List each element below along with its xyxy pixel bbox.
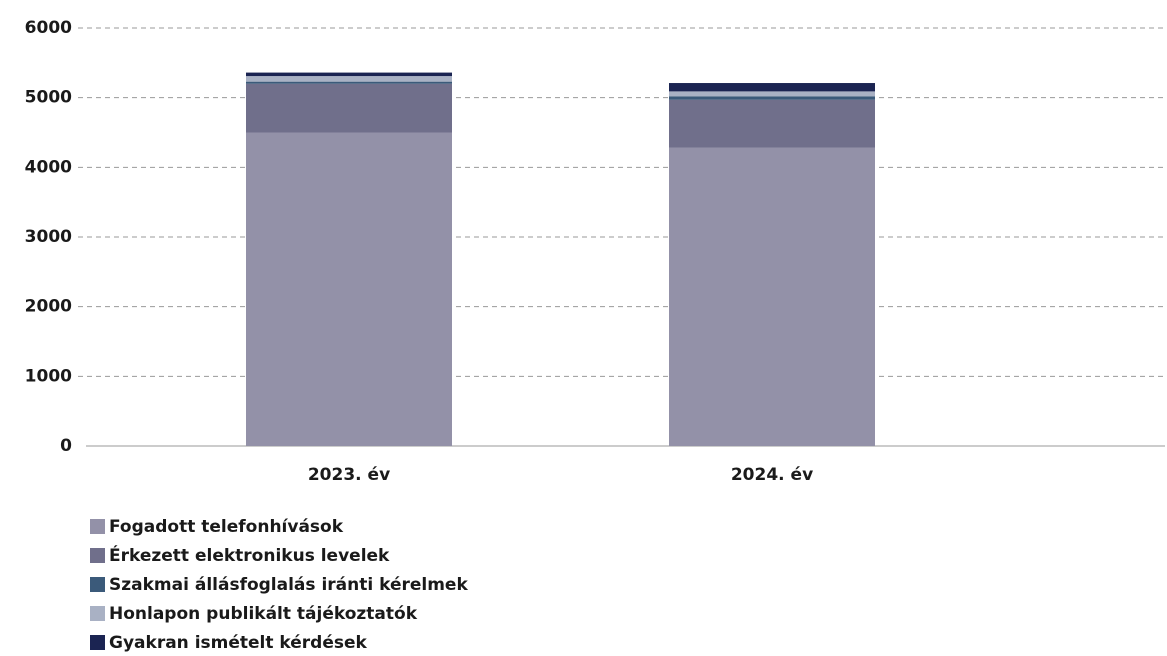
y-tick-label: 0 (60, 436, 72, 456)
legend-label: Fogadott telefonhívások (109, 517, 344, 537)
legend-swatch (90, 577, 105, 592)
bar-segment (669, 99, 875, 148)
legend-swatch (90, 606, 105, 621)
bar-segment (246, 83, 452, 133)
legend-swatch (90, 519, 105, 534)
legend-label: Érkezett elektronikus levelek (109, 544, 390, 566)
bar-segment (246, 132, 452, 446)
legend-label: Gyakran ismételt kérdések (109, 633, 368, 652)
y-tick-label: 4000 (25, 157, 72, 177)
bar-segment (669, 147, 875, 446)
y-tick-label: 2000 (25, 297, 72, 317)
bar-segment (669, 83, 875, 92)
bar-segment (246, 76, 452, 82)
x-tick-label: 2024. év (731, 465, 813, 485)
bar-segment (669, 96, 875, 100)
bar-segment (669, 91, 875, 97)
y-tick-label: 5000 (25, 88, 72, 108)
x-tick-label: 2023. év (308, 465, 390, 485)
bar-segment (246, 81, 452, 84)
y-tick-label: 1000 (25, 366, 72, 386)
y-tick-label: 3000 (25, 227, 72, 247)
bar-segment (246, 72, 452, 77)
legend-label: Szakmai állásfoglalás iránti kérelmek (109, 575, 468, 595)
legend-swatch (90, 635, 105, 650)
legend-label: Honlapon publikált tájékoztatók (109, 604, 418, 624)
legend-swatch (90, 548, 105, 563)
y-tick-label: 6000 (25, 18, 72, 38)
